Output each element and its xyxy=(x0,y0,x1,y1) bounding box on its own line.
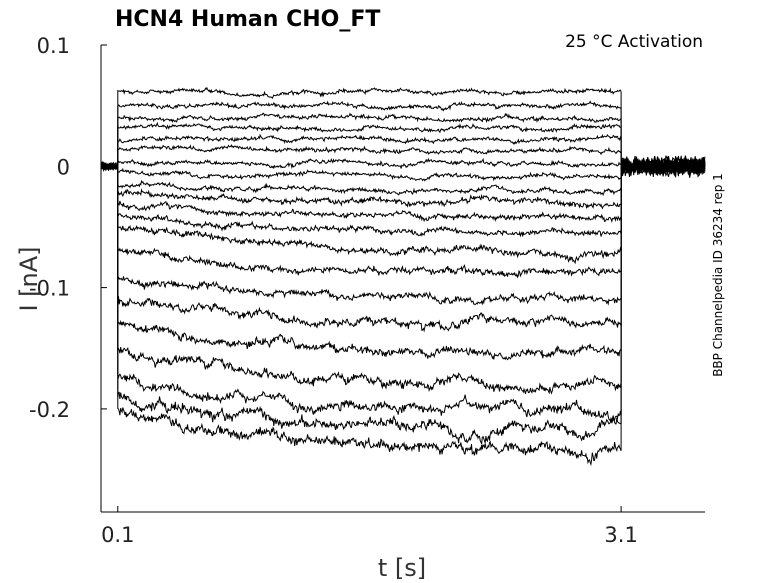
current-trace-11 xyxy=(100,157,706,224)
current-trace-8 xyxy=(100,156,706,182)
x-tick-group: 0.1 3.1 xyxy=(101,506,638,547)
current-trace-20 xyxy=(100,155,706,444)
current-trace-21 xyxy=(100,157,706,467)
current-trace-10 xyxy=(100,156,706,210)
current-trace-19 xyxy=(100,157,705,423)
current-trace-6 xyxy=(100,144,706,175)
y-tick-label: 0.1 xyxy=(37,34,70,58)
current-trace-18 xyxy=(100,155,706,395)
current-trace-12 xyxy=(100,156,706,238)
current-trace-9 xyxy=(100,156,706,197)
current-trace-2 xyxy=(100,100,706,175)
y-tick-label: -0.1 xyxy=(29,277,70,301)
current-trace-14 xyxy=(100,158,706,279)
y-tick-label: 0 xyxy=(57,155,70,179)
trace-group xyxy=(100,86,706,467)
current-trace-15 xyxy=(100,156,706,306)
y-tick-group: 0.1 0 -0.1 -0.2 xyxy=(29,34,107,422)
current-trace-17 xyxy=(100,158,706,361)
current-trace-5 xyxy=(100,133,706,176)
current-trace-4 xyxy=(100,121,705,177)
current-trace-7 xyxy=(100,157,706,175)
current-trace-16 xyxy=(100,156,706,333)
temperature-annotation: 25 °C Activation xyxy=(565,32,703,52)
current-trace-13 xyxy=(100,155,706,265)
x-tick-label: 3.1 xyxy=(604,523,637,547)
channelpedia-id-label: BBP Channelpedia ID 36234 rep 1 xyxy=(711,173,725,377)
current-trace-3 xyxy=(100,112,706,177)
current-trace-1 xyxy=(100,86,706,176)
y-tick-label: -0.2 xyxy=(29,398,70,422)
y-axis-label: I [nA] xyxy=(15,246,43,311)
x-tick-label: 0.1 xyxy=(101,523,134,547)
chart-title: HCN4 Human CHO_FT xyxy=(115,7,380,32)
x-axis-label: t [s] xyxy=(378,554,426,582)
